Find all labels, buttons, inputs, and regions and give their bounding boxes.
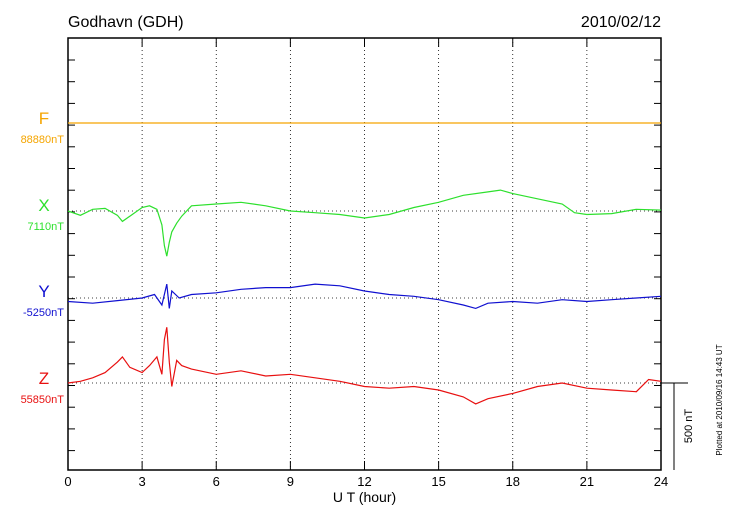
x-tick-label-0: 0 <box>64 474 71 489</box>
scale-bar: 500 nT <box>661 382 695 470</box>
x-tick-label-9: 9 <box>287 474 294 489</box>
plotted-timestamp: Plotted at 2010/09/16 14:43 UT <box>715 344 724 455</box>
series-baseline-label-Z: 55850nT <box>21 394 65 406</box>
x-tick-label-3: 3 <box>139 474 146 489</box>
series-line-X <box>67 189 662 257</box>
date-label: 2010/02/12 <box>581 14 661 31</box>
series-line-Z <box>67 327 662 405</box>
x-axis-label: U T (hour) <box>333 489 396 505</box>
x-tick-label-24: 24 <box>654 474 668 489</box>
series-line-Y <box>67 283 662 310</box>
grid <box>141 38 588 470</box>
series-baseline-label-Y: -5250nT <box>23 307 64 319</box>
x-tick-label-15: 15 <box>431 474 445 489</box>
station-title: Godhavn (GDH) <box>68 14 184 31</box>
series-group: F 88880nT X 7110nT Y -5250nT Z 55850nT <box>21 109 662 406</box>
series-baseline-label-F: 88880nT <box>21 134 65 146</box>
x-tick-label-21: 21 <box>580 474 594 489</box>
x-axis: 0 3 6 9 12 15 18 21 24 <box>64 38 668 489</box>
x-tick-label-12: 12 <box>357 474 371 489</box>
series-name-F: F <box>39 109 49 128</box>
series-baseline-label-X: 7110nT <box>28 221 65 233</box>
scale-bar-label: 500 nT <box>683 409 695 444</box>
x-tick-label-18: 18 <box>506 474 520 489</box>
series-name-Z: Z <box>39 369 49 388</box>
series-name-X: X <box>38 196 49 215</box>
x-tick-label-6: 6 <box>213 474 220 489</box>
series-name-Y: Y <box>38 282 49 301</box>
